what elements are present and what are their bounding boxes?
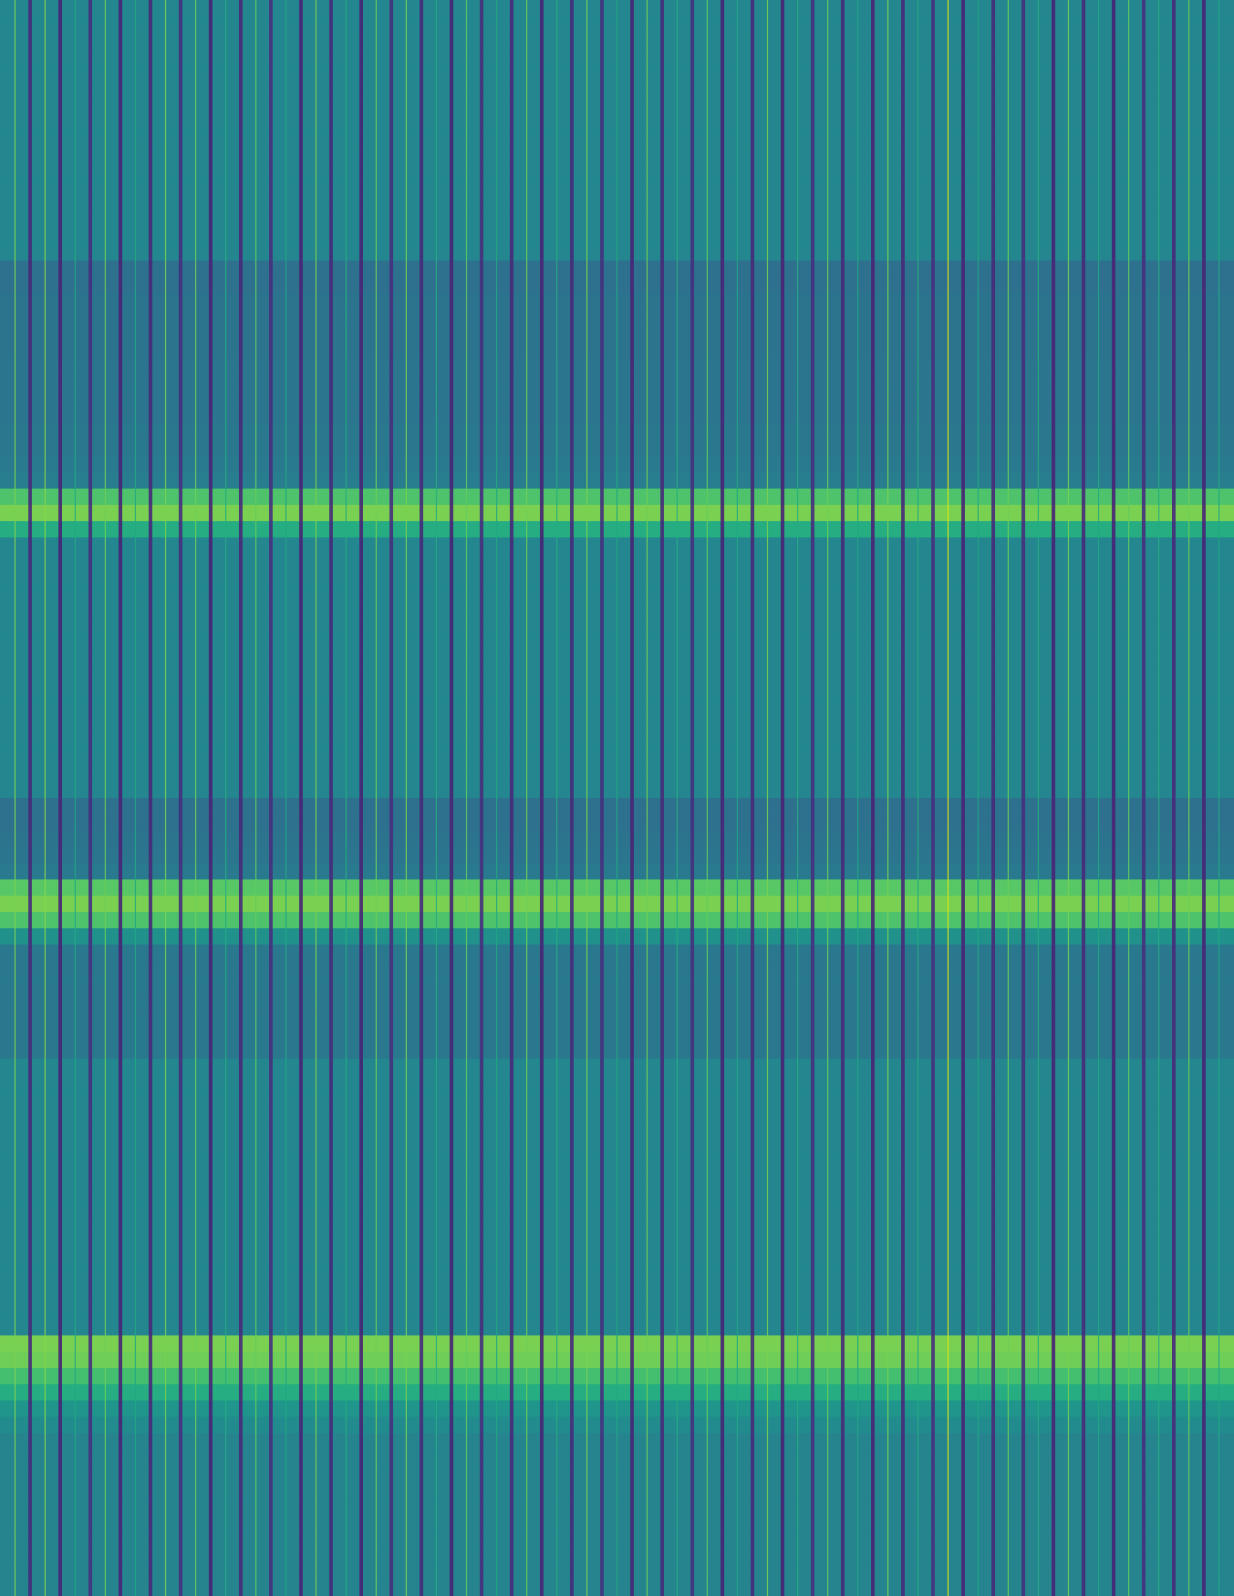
- bright-line: [376, 0, 377, 1596]
- bright-line: [195, 0, 196, 1596]
- bright-line: [677, 0, 678, 1596]
- dark-line: [660, 0, 664, 1596]
- dark-line: [450, 0, 454, 1596]
- dark-line: [239, 0, 243, 1596]
- bright-line: [315, 0, 316, 1596]
- dark-line: [570, 0, 574, 1596]
- dark-line: [721, 0, 725, 1596]
- bright-line: [737, 0, 738, 1596]
- dark-line: [961, 0, 965, 1596]
- bright-line: [75, 0, 76, 1596]
- dark-line: [871, 0, 875, 1596]
- bright-line: [1098, 0, 1099, 1596]
- bright-line: [1068, 0, 1069, 1596]
- bright-lines: [14, 0, 1219, 1596]
- dark-line: [299, 0, 303, 1596]
- dark-line: [1052, 0, 1056, 1596]
- bright-line: [526, 0, 527, 1596]
- bright-line: [1188, 0, 1189, 1596]
- bright-line: [556, 0, 557, 1596]
- bright-line: [105, 0, 106, 1596]
- dark-line: [510, 0, 514, 1596]
- dark-line: [1142, 0, 1146, 1596]
- dark-line: [630, 0, 634, 1596]
- dark-line: [119, 0, 123, 1596]
- dark-line: [389, 0, 393, 1596]
- rows: [0, 0, 1234, 1596]
- bright-line: [436, 0, 437, 1596]
- bright-line: [917, 0, 918, 1596]
- dark-line: [1112, 0, 1116, 1596]
- dark-line: [690, 0, 694, 1596]
- bright-line: [887, 0, 888, 1596]
- chart: [0, 0, 1234, 1596]
- dark-line: [991, 0, 995, 1596]
- dark-line: [781, 0, 785, 1596]
- bright-line: [1218, 0, 1219, 1596]
- dark-line: [751, 0, 755, 1596]
- dark-line: [931, 0, 935, 1596]
- bright-line: [466, 0, 467, 1596]
- bright-line: [586, 0, 587, 1596]
- bright-line: [1008, 0, 1009, 1596]
- bright-line: [255, 0, 256, 1596]
- bright-line: [1158, 0, 1159, 1596]
- bright-line: [14, 0, 15, 1596]
- dark-line: [1082, 0, 1086, 1596]
- dark-line: [58, 0, 62, 1596]
- bright-line: [45, 0, 46, 1596]
- dark-lines: [28, 0, 1205, 1596]
- bright-line: [646, 0, 647, 1596]
- dark-line: [1022, 0, 1026, 1596]
- dark-line: [901, 0, 905, 1596]
- bright-line: [165, 0, 166, 1596]
- bright-line: [767, 0, 768, 1596]
- dark-line: [359, 0, 363, 1596]
- dark-line: [149, 0, 153, 1596]
- dark-line: [480, 0, 484, 1596]
- bright-line: [707, 0, 708, 1596]
- bright-line: [225, 0, 226, 1596]
- bright-line: [947, 0, 948, 1596]
- dark-line: [179, 0, 183, 1596]
- dark-line: [1202, 0, 1206, 1596]
- bright-line: [406, 0, 407, 1596]
- dark-line: [600, 0, 604, 1596]
- dark-line: [811, 0, 815, 1596]
- dark-line: [269, 0, 273, 1596]
- bright-line: [285, 0, 286, 1596]
- bright-line: [797, 0, 798, 1596]
- dark-line: [88, 0, 92, 1596]
- bright-line: [827, 0, 828, 1596]
- dark-line: [1172, 0, 1176, 1596]
- bright-line: [346, 0, 347, 1596]
- dark-line: [329, 0, 333, 1596]
- bright-line: [496, 0, 497, 1596]
- dark-line: [209, 0, 213, 1596]
- dark-line: [841, 0, 845, 1596]
- bright-line: [1038, 0, 1039, 1596]
- bright-line: [616, 0, 617, 1596]
- bright-line: [135, 0, 136, 1596]
- dark-line: [540, 0, 544, 1596]
- bright-line: [1128, 0, 1129, 1596]
- dark-line: [420, 0, 424, 1596]
- bright-line: [978, 0, 979, 1596]
- bright-line: [857, 0, 858, 1596]
- plot-area: [0, 0, 1234, 1596]
- dark-line: [28, 0, 32, 1596]
